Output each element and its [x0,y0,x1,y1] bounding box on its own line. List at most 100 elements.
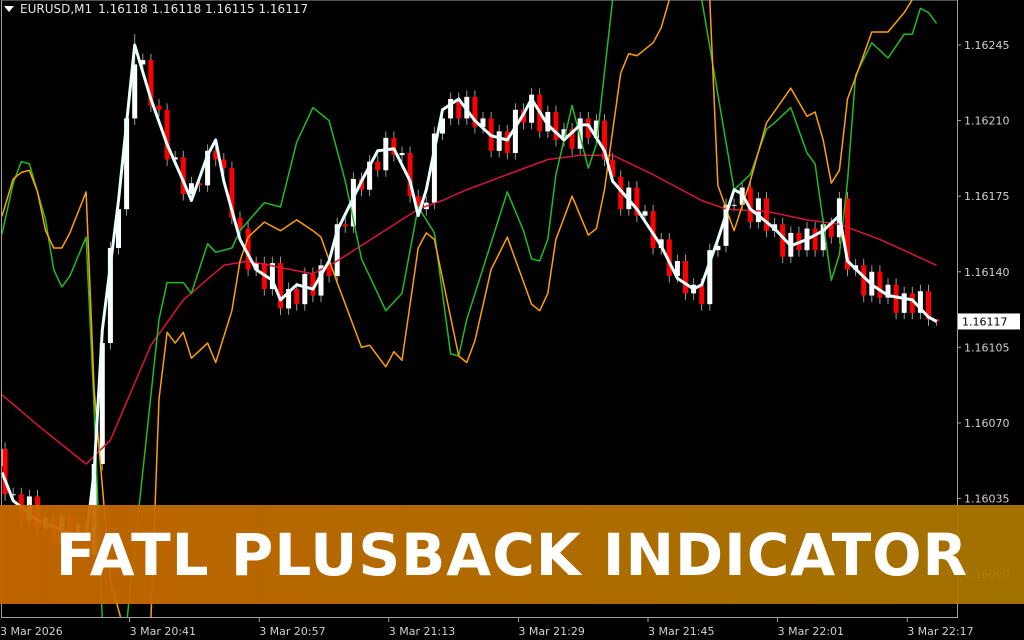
indicator-line-3 [0,43,938,542]
candle-bull [820,224,826,251]
candle-bear [828,224,834,238]
candle-bear [472,96,478,128]
candle-bear [213,150,219,160]
current-price-label: 1.16117 [962,315,1008,328]
candle-bull [318,265,324,296]
candle-bull [286,289,292,309]
time-tick-label: 3 Mar 20:41 [130,625,196,638]
price-tick-label: 1.16140 [964,266,1010,279]
candle-bear [245,228,251,270]
candle-bull [205,150,211,186]
candle-bull [399,152,405,156]
candle-bear [812,228,818,251]
price-tick-label: 1.16105 [964,341,1010,354]
current-price-box [958,313,1020,330]
time-tick-label: 3 Mar 21:45 [648,625,714,638]
banner-title: FATL PLUSBACK INDICATOR [55,520,969,589]
time-tick-label: 3 Mar 22:17 [907,625,973,638]
candle-bull [302,273,308,305]
candle-bear [650,211,656,249]
time-tick-label: 3 Mar 21:13 [389,625,455,638]
chart-header: EURUSD,M1 1.16118 1.16118 1.16115 1.1611… [4,2,308,16]
candle-bear [764,198,769,231]
candle-bull [561,129,567,141]
candle-bear [699,284,705,305]
candle-bull [334,224,340,277]
candle-bear [2,448,8,495]
candle-bull [107,248,113,344]
price-tick-label: 1.16245 [964,39,1010,52]
candle-bear [237,217,243,229]
candle-bull [723,204,729,246]
candle-bull [188,183,194,195]
candle-bull [593,120,599,138]
candle-bear [634,187,640,216]
candle-bear [391,137,397,156]
candle-bear [618,176,624,210]
candle-bull [545,111,551,132]
indicator-line-1 [701,0,938,282]
candle-bear [877,271,883,298]
candle-bear [180,157,186,195]
candle-bear [610,159,616,177]
candle-bull [480,118,486,128]
candle-bear [666,239,672,277]
candle-bull [642,211,648,216]
indicator-line-2 [150,0,670,618]
candle-bull [124,118,130,210]
candle-bull [448,98,454,119]
price-tick-label: 1.16035 [964,493,1010,506]
dropdown-triangle-icon[interactable] [4,6,14,12]
candle-bull [367,161,373,190]
indicator-line-1 [126,0,614,618]
candle-bull [350,178,356,227]
title-banner: FATL PLUSBACK INDICATOR [0,505,1024,604]
candle-bull [674,260,680,277]
candle-bear [342,224,348,227]
candle-bear [294,289,300,305]
candle-bull [577,118,583,149]
candle-bear [585,118,591,138]
candle-bull [440,118,445,134]
candle-bull [715,245,721,251]
candle-bull [99,343,105,465]
candle-bear [602,120,607,160]
plot-border [1,0,958,618]
candle-bear [926,291,931,320]
candle-bear [780,224,786,257]
candle-bull [383,137,389,171]
symbol-label: EURUSD,M1 [20,2,93,16]
candle-bull [253,263,259,270]
candle-bear [221,159,227,169]
indicator-lines-layer [0,0,938,618]
candle-bear [278,263,283,309]
time-tick-label: 3 Mar 21:29 [518,625,584,638]
candle-bear [326,265,332,277]
candle-bull [269,263,275,290]
candle-bull [917,291,923,313]
candle-bear [148,60,154,106]
price-tick-label: 1.16070 [964,417,1010,430]
ohlc-readout: 1.16118 1.16118 1.16115 1.16117 [98,2,309,16]
candle-bull [10,494,16,496]
candle-bear [845,198,850,270]
price-tick-label: 1.16210 [964,115,1010,128]
candle-bear [909,293,915,313]
candle-bear [197,183,202,186]
candle-bear [415,196,421,210]
candle-bull [707,250,713,305]
candle-bull [731,204,737,206]
candle-bear [229,168,235,218]
time-axis[interactable]: 3 Mar 2026 3 Mar 20:41 3 Mar 20:57 3 Mar 21… [0,617,974,638]
candle-bull [140,60,146,65]
candle-bull [512,109,518,153]
candle-bull [431,133,437,203]
candle-bear [375,161,381,171]
candle-bull [116,209,121,249]
candle-bear [861,265,867,296]
candle-bull [132,64,138,119]
candle-bear [164,109,170,160]
time-tick-label: 3 Mar 20:57 [259,625,325,638]
price-axis[interactable]: 1.16245 1.16210 1.16175 1.16140 1.16105 1.160… [957,39,1020,581]
